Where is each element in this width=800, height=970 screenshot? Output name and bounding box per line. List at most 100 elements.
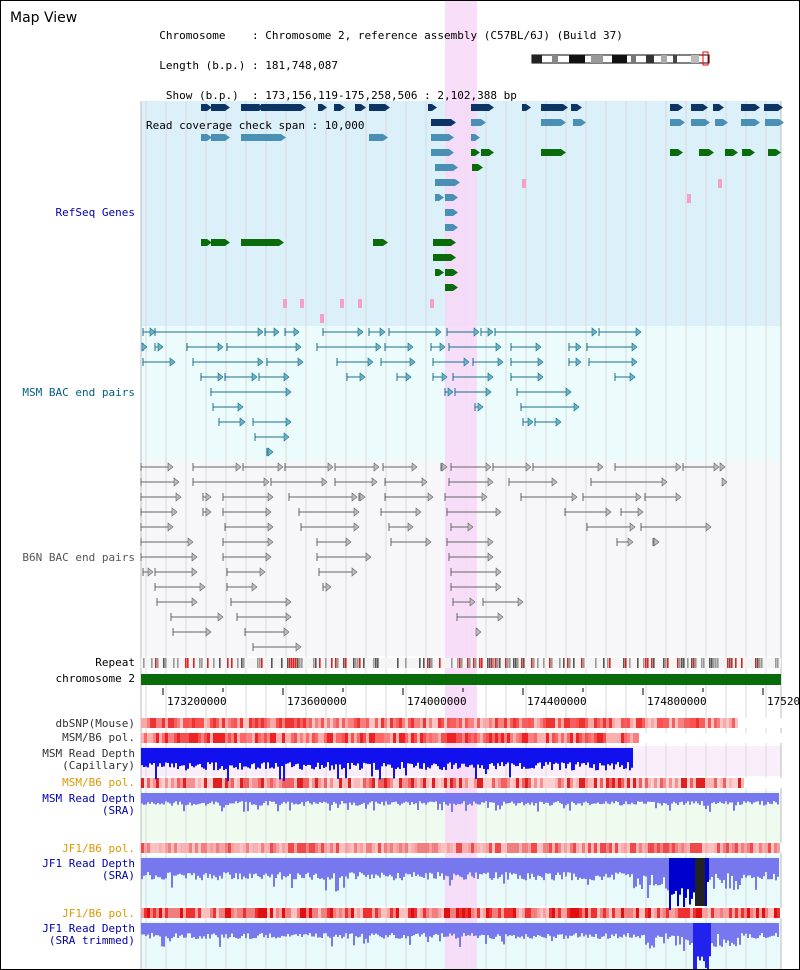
bac-end-arrow bbox=[237, 402, 244, 412]
depth-bar bbox=[295, 748, 297, 765]
depth-bar bbox=[435, 748, 437, 765]
heat-cell bbox=[615, 718, 618, 728]
heat-cell bbox=[315, 718, 318, 728]
heat-cell bbox=[237, 778, 240, 788]
heat-cell bbox=[624, 778, 627, 788]
heat-cell bbox=[387, 718, 390, 728]
heat-cell bbox=[552, 908, 555, 918]
heat-cell bbox=[705, 733, 708, 743]
heat-cell bbox=[258, 843, 261, 853]
heat-cell bbox=[594, 843, 597, 853]
depth-bar bbox=[657, 923, 659, 936]
heat-cell bbox=[402, 733, 405, 743]
depth-bar bbox=[541, 923, 543, 937]
depth-bar bbox=[327, 858, 329, 878]
gene-block bbox=[369, 134, 383, 141]
heat-cell bbox=[654, 778, 657, 788]
repeat-mark bbox=[559, 658, 561, 668]
depth-bar bbox=[311, 793, 313, 805]
gene-block bbox=[445, 224, 453, 231]
depth-bar bbox=[639, 923, 641, 939]
depth-bar bbox=[259, 923, 261, 934]
depth-bar bbox=[723, 793, 725, 804]
heat-cell bbox=[390, 778, 393, 788]
heat-cell bbox=[762, 908, 765, 918]
depth-bar bbox=[545, 923, 547, 939]
heat-cell bbox=[141, 778, 144, 788]
heat-cell bbox=[588, 733, 591, 743]
depth-bar bbox=[503, 858, 505, 884]
track-label-b6n-bac[interactable]: B6N BAC end pairs bbox=[22, 551, 135, 564]
heat-cell bbox=[408, 843, 411, 853]
heat-cell bbox=[603, 778, 606, 788]
heat-cell bbox=[501, 908, 504, 918]
bac-end-arrow bbox=[631, 342, 638, 352]
depth-bar bbox=[327, 748, 329, 763]
depth-bar bbox=[711, 923, 713, 944]
depth-bar bbox=[721, 793, 723, 804]
heat-cell bbox=[426, 733, 429, 743]
heat-cell bbox=[537, 908, 540, 918]
depth-bar bbox=[341, 793, 343, 802]
depth-bar bbox=[763, 793, 765, 806]
heat-cell bbox=[729, 843, 732, 853]
depth-bar bbox=[287, 793, 289, 802]
depth-bar bbox=[563, 748, 565, 764]
heat-cell bbox=[420, 843, 423, 853]
heat-cell bbox=[780, 908, 783, 918]
depth-bar bbox=[179, 923, 181, 936]
depth-bar bbox=[187, 923, 189, 934]
heat-cell bbox=[762, 718, 765, 728]
depth-bar bbox=[777, 858, 779, 877]
depth-bar bbox=[165, 748, 167, 763]
gene-arrow bbox=[703, 104, 708, 111]
depth-bar bbox=[619, 793, 621, 806]
depth-bar bbox=[221, 793, 223, 812]
heat-cell bbox=[141, 733, 144, 743]
gene-arrow bbox=[281, 134, 286, 141]
depth-bar bbox=[171, 858, 173, 888]
depth-bar bbox=[401, 858, 403, 881]
depth-bar bbox=[563, 923, 565, 939]
heat-cell bbox=[174, 843, 177, 853]
depth-bar bbox=[407, 858, 409, 875]
depth-bar bbox=[543, 858, 545, 881]
heat-cell bbox=[243, 718, 246, 728]
heat-cell bbox=[513, 778, 516, 788]
heat-cell bbox=[678, 843, 681, 853]
heat-cell bbox=[153, 843, 156, 853]
heat-cell bbox=[606, 718, 609, 728]
gene-block bbox=[241, 134, 281, 141]
heat-cell bbox=[213, 778, 216, 788]
bac-end-arrow bbox=[345, 537, 352, 547]
heat-cell bbox=[726, 733, 729, 743]
heat-cell bbox=[684, 908, 687, 918]
depth-bar bbox=[497, 748, 499, 764]
depth-bar bbox=[705, 858, 707, 906]
depth-bar bbox=[343, 748, 345, 769]
heat-cell bbox=[291, 733, 294, 743]
heat-cell bbox=[405, 843, 408, 853]
heat-cell bbox=[261, 843, 264, 853]
depth-bar bbox=[677, 923, 679, 936]
depth-bar bbox=[317, 923, 319, 938]
heat-cell bbox=[624, 718, 627, 728]
depth-bar bbox=[183, 923, 185, 938]
heat-cell bbox=[576, 718, 579, 728]
depth-bar bbox=[593, 793, 595, 804]
track-label-msm-bac[interactable]: MSM BAC end pairs bbox=[22, 386, 135, 399]
heat-cell bbox=[219, 718, 222, 728]
repeat-mark bbox=[355, 658, 357, 668]
heat-cell bbox=[654, 718, 657, 728]
depth-bar bbox=[665, 793, 667, 804]
depth-bar bbox=[771, 793, 773, 805]
heat-cell bbox=[216, 908, 219, 918]
depth-bar bbox=[677, 858, 679, 907]
heat-cell bbox=[378, 718, 381, 728]
heat-cell bbox=[753, 733, 756, 743]
depth-bar bbox=[457, 923, 459, 938]
heat-cell bbox=[510, 843, 513, 853]
depth-bar bbox=[679, 793, 681, 803]
track-label-refseq[interactable]: RefSeq Genes bbox=[55, 206, 135, 219]
